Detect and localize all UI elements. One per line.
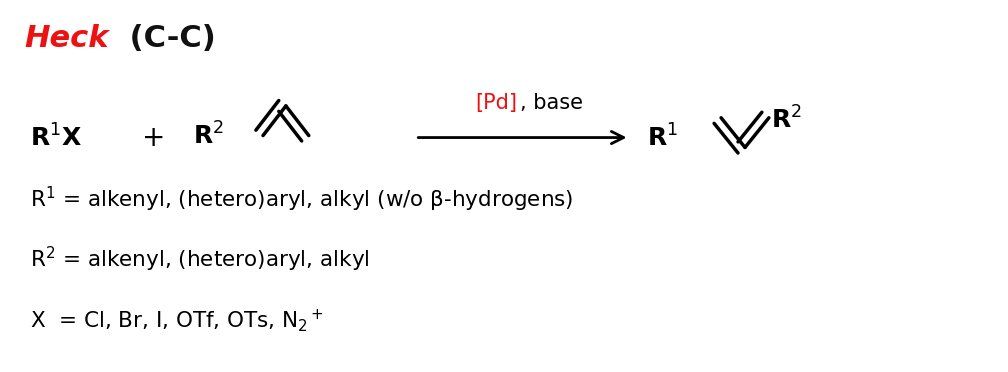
Text: (C-C): (C-C) [119,24,216,53]
Text: X  = Cl, Br, I, OTf, OTs, N$_2$$^+$: X = Cl, Br, I, OTf, OTs, N$_2$$^+$ [30,307,324,334]
Text: R$^2$: R$^2$ [771,106,801,133]
Text: R$^2$: R$^2$ [194,122,224,149]
Text: +: + [142,124,165,151]
Text: R$^1$ = alkenyl, (hetero)aryl, alkyl (w/o β-hydrogens): R$^1$ = alkenyl, (hetero)aryl, alkyl (w/… [30,185,574,214]
Text: R$^1$: R$^1$ [647,124,678,151]
Text: R$^1$X: R$^1$X [30,124,82,151]
Text: [Pd]: [Pd] [476,93,517,113]
Text: R$^2$ = alkenyl, (hetero)aryl, alkyl: R$^2$ = alkenyl, (hetero)aryl, alkyl [30,244,370,274]
Text: , base: , base [520,93,584,113]
Text: Heck: Heck [24,24,109,53]
